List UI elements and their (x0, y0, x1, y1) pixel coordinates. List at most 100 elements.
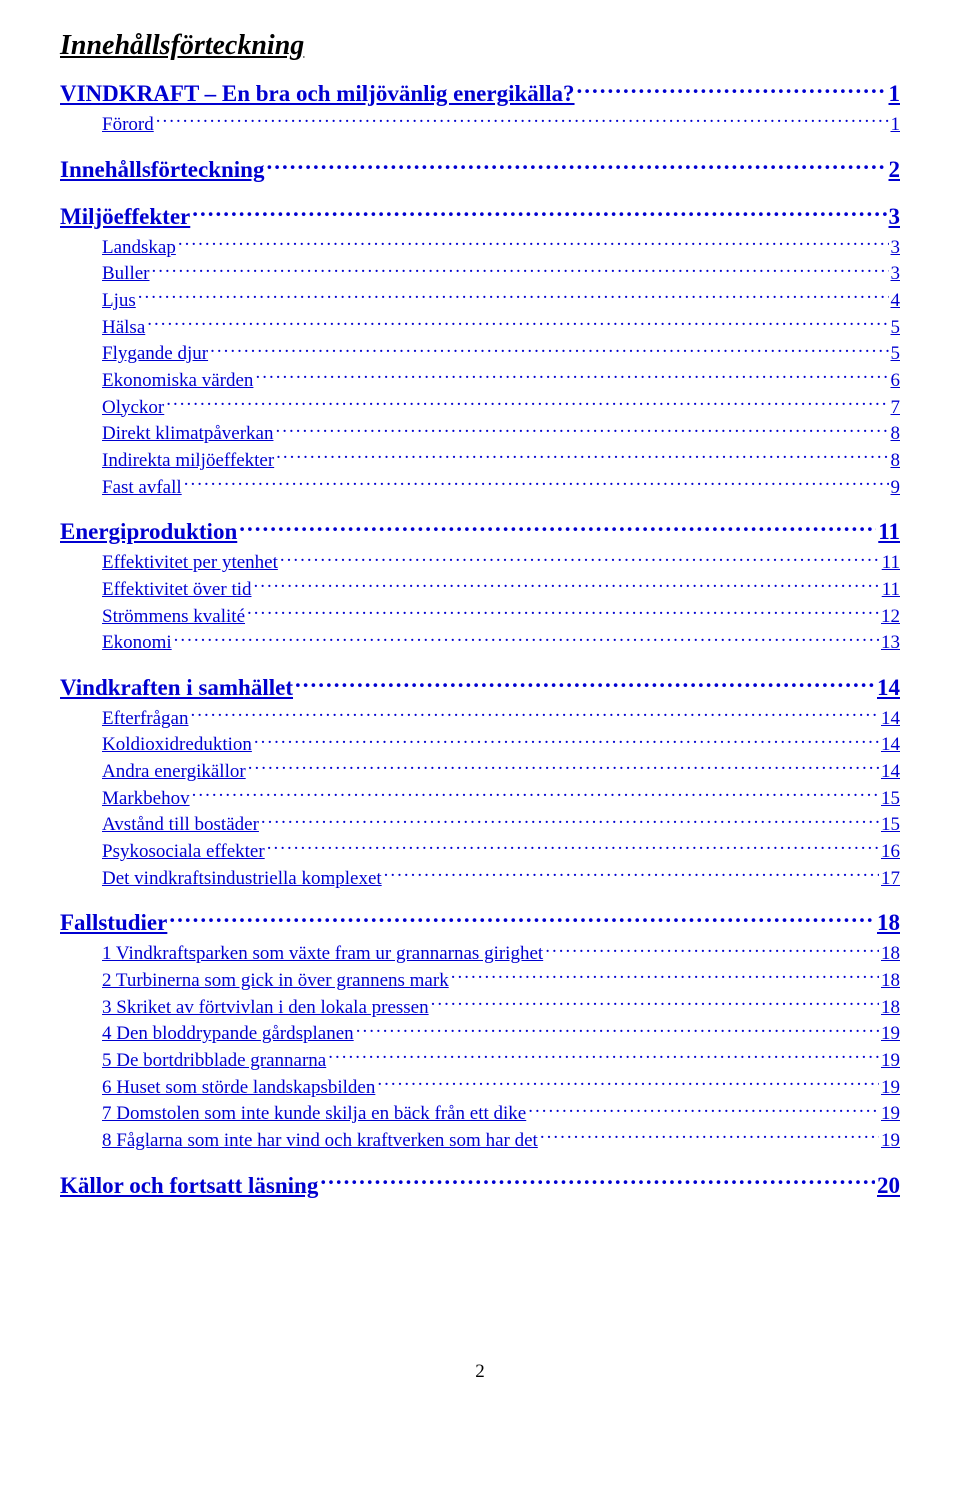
toc-entry-label[interactable]: Det vindkraftsindustriella komplexet (102, 866, 382, 892)
toc-entry-label[interactable]: Markbehov (102, 786, 190, 812)
toc-entry-label[interactable]: Ekonomiska värden (102, 368, 253, 394)
toc-entry: Effektivitet över tid 11 (60, 576, 900, 603)
toc-entry: 2 Turbinerna som gick in över grannens m… (60, 967, 900, 994)
toc-entry-label[interactable]: Miljöeffekter (60, 201, 190, 232)
toc-entry-page[interactable]: 19 (881, 1101, 900, 1127)
toc-entry-page[interactable]: 18 (881, 995, 900, 1021)
toc-entry-page[interactable]: 5 (891, 315, 901, 341)
toc-entry-page[interactable]: 13 (881, 630, 900, 656)
toc-entry-label[interactable]: Landskap (102, 235, 176, 261)
toc-entry-page[interactable]: 5 (891, 341, 901, 367)
toc-entry-page[interactable]: 19 (881, 1021, 900, 1047)
toc-entry-label[interactable]: 1 Vindkraftsparken som växte fram ur gra… (102, 941, 543, 967)
toc-list: VINDKRAFT – En bra och miljövänlig energ… (60, 78, 900, 1201)
toc-entry-label[interactable]: Fast avfall (102, 475, 182, 501)
toc-entry-page[interactable]: 19 (881, 1048, 900, 1074)
toc-entry-page[interactable]: 19 (881, 1128, 900, 1154)
toc-entry-label[interactable]: Koldioxidreduktion (102, 732, 252, 758)
toc-entry-page[interactable]: 14 (877, 672, 900, 703)
toc-entry-label[interactable]: Andra energikällor (102, 759, 246, 785)
toc-entry: Olyckor 7 (60, 394, 900, 421)
toc-entry-label[interactable]: Ekonomi (102, 630, 172, 656)
toc-entry-page[interactable]: 14 (881, 732, 900, 758)
toc-entry-page[interactable]: 2 (889, 154, 901, 185)
toc-entry-label[interactable]: Direkt klimatpåverkan (102, 421, 273, 447)
toc-leader-dots (295, 672, 875, 695)
toc-entry: 7 Domstolen som inte kunde skilja en bäc… (60, 1100, 900, 1127)
toc-leader-dots (192, 201, 886, 224)
toc-entry-label[interactable]: Förord (102, 112, 154, 138)
toc-entry-page[interactable]: 14 (881, 759, 900, 785)
toc-entry-page[interactable]: 14 (881, 706, 900, 732)
toc-entry-page[interactable]: 16 (881, 839, 900, 865)
toc-leader-dots (166, 394, 888, 413)
toc-entry-page[interactable]: 1 (891, 112, 901, 138)
toc-leader-dots (540, 1127, 879, 1146)
toc-entry-page[interactable]: 4 (891, 288, 901, 314)
toc-leader-dots (152, 260, 889, 279)
toc-entry-label[interactable]: Buller (102, 261, 150, 287)
toc-entry-label[interactable]: Fallstudier (60, 907, 167, 938)
toc-entry-page[interactable]: 15 (881, 786, 900, 812)
toc-entry-label[interactable]: Källor och fortsatt läsning (60, 1170, 318, 1201)
toc-entry: Koldioxidreduktion 14 (60, 731, 900, 758)
toc-entry: Direkt klimatpåverkan 8 (60, 420, 900, 447)
toc-entry-label[interactable]: Innehållsförteckning (60, 154, 264, 185)
toc-entry-page[interactable]: 1 (889, 78, 901, 109)
toc-entry-label[interactable]: Efterfrågan (102, 706, 189, 732)
toc-leader-dots (266, 154, 886, 177)
toc-entry-label[interactable]: 7 Domstolen som inte kunde skilja en bäc… (102, 1101, 526, 1127)
toc-entry-page[interactable]: 8 (891, 421, 901, 447)
toc-entry-label[interactable]: Flygande djur (102, 341, 208, 367)
toc-entry-page[interactable]: 11 (882, 577, 900, 603)
toc-entry-label[interactable]: 6 Huset som störde landskapsbilden (102, 1075, 375, 1101)
toc-entry-label[interactable]: 2 Turbinerna som gick in över grannens m… (102, 968, 449, 994)
toc-entry: Efterfrågan 14 (60, 705, 900, 732)
toc-entry-page[interactable]: 15 (881, 812, 900, 838)
toc-entry: 3 Skriket av förtvivlan i den lokala pre… (60, 994, 900, 1021)
toc-entry: Markbehov 15 (60, 785, 900, 812)
toc-leader-dots (156, 111, 889, 130)
toc-leader-dots (239, 516, 876, 539)
toc-entry-label[interactable]: 8 Fåglarna som inte har vind och kraftve… (102, 1128, 538, 1154)
toc-entry-label[interactable]: Ljus (102, 288, 136, 314)
toc-entry-label[interactable]: 3 Skriket av förtvivlan i den lokala pre… (102, 995, 429, 1021)
toc-entry-label[interactable]: Olyckor (102, 395, 164, 421)
toc-leader-dots (280, 549, 880, 568)
toc-entry-label[interactable]: Energiproduktion (60, 516, 237, 547)
toc-entry-page[interactable]: 18 (881, 968, 900, 994)
toc-entry-label[interactable]: Indirekta miljöeffekter (102, 448, 274, 474)
toc-entry-label[interactable]: Avstånd till bostäder (102, 812, 259, 838)
toc-entry-label[interactable]: 4 Den bloddrypande gårdsplanen (102, 1021, 354, 1047)
toc-entry-page[interactable]: 3 (889, 201, 901, 232)
toc-entry-page[interactable]: 18 (881, 941, 900, 967)
toc-entry-label[interactable]: 5 De bortdribblade grannarna (102, 1048, 326, 1074)
toc-entry: Hälsa 5 (60, 314, 900, 341)
toc-leader-dots (431, 994, 879, 1013)
toc-entry-page[interactable]: 7 (891, 395, 901, 421)
toc-entry-label[interactable]: Hälsa (102, 315, 145, 341)
toc-entry: Ljus 4 (60, 287, 900, 314)
toc-entry-page[interactable]: 6 (891, 368, 901, 394)
toc-entry-page[interactable]: 18 (877, 907, 900, 938)
toc-entry-label[interactable]: Strömmens kvalité (102, 604, 245, 630)
toc-entry-label[interactable]: VINDKRAFT – En bra och miljövänlig energ… (60, 78, 575, 109)
toc-entry-page[interactable]: 11 (882, 550, 900, 576)
toc-entry-page[interactable]: 9 (891, 475, 901, 501)
toc-entry-page[interactable]: 20 (877, 1170, 900, 1201)
toc-entry-label[interactable]: Effektivitet över tid (102, 577, 252, 603)
toc-entry-page[interactable]: 8 (891, 448, 901, 474)
toc-entry-label[interactable]: Vindkraften i samhället (60, 672, 293, 703)
toc-entry-page[interactable]: 11 (878, 516, 900, 547)
toc-leader-dots (328, 1047, 879, 1066)
toc-entry: Förord 1 (60, 111, 900, 138)
toc-entry-page[interactable]: 3 (891, 261, 901, 287)
toc-entry-page[interactable]: 17 (881, 866, 900, 892)
toc-entry-page[interactable]: 3 (891, 235, 901, 261)
toc-entry-label[interactable]: Effektivitet per ytenhet (102, 550, 278, 576)
toc-entry: Det vindkraftsindustriella komplexet 17 (60, 865, 900, 892)
toc-entry-label[interactable]: Psykosociala effekter (102, 839, 265, 865)
toc-entry-page[interactable]: 12 (881, 604, 900, 630)
toc-leader-dots (178, 234, 889, 253)
toc-entry-page[interactable]: 19 (881, 1075, 900, 1101)
